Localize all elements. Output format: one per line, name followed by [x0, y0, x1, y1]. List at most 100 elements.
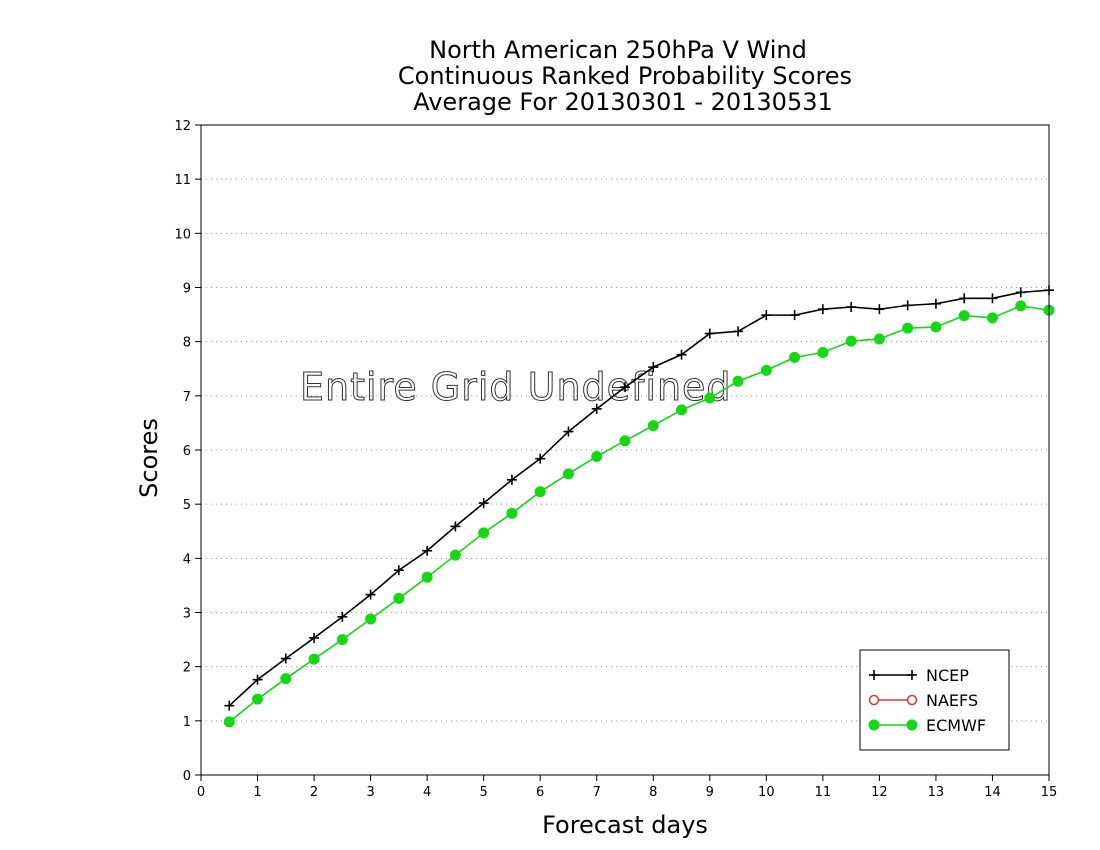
point-ncep-17 — [704, 328, 715, 339]
x-tick-label-0: 0 — [197, 785, 205, 800]
y-tick-label-11: 11 — [174, 173, 191, 188]
x-tick-label-7: 7 — [593, 785, 601, 800]
series-ecmwf — [223, 300, 1055, 728]
point-ecmwf-14 — [619, 435, 631, 447]
legend-marker-right-ecmwf — [906, 719, 918, 731]
legend-marker-right-naefs — [906, 694, 918, 706]
point-ecmwf-28 — [1015, 300, 1027, 312]
point-ncep-16 — [676, 349, 687, 360]
legend-label-naefs: NAEFS — [926, 691, 978, 710]
point-ecmwf-2 — [280, 673, 292, 685]
point-ncep-0 — [224, 700, 235, 711]
legend-box — [859, 649, 1010, 751]
title-line-1: North American 250hPa V Wind — [429, 36, 807, 64]
x-tick-label-13: 13 — [928, 785, 945, 800]
point-ncep-10 — [506, 474, 517, 485]
legend-label-ncep: NCEP — [926, 666, 969, 685]
point-ncep-1 — [252, 674, 263, 685]
point-ecmwf-18 — [732, 375, 744, 387]
y-tick-label-7: 7 — [183, 390, 191, 405]
x-tick-label-10: 10 — [758, 785, 775, 800]
y-tick-label-5: 5 — [183, 498, 191, 513]
x-tick-label-11: 11 — [815, 785, 832, 800]
point-ncep-28 — [1015, 287, 1026, 298]
point-ncep-14 — [620, 382, 630, 393]
point-ecmwf-4 — [336, 634, 348, 646]
point-ncep-3 — [309, 632, 320, 643]
point-ecmwf-25 — [930, 321, 942, 333]
point-ecmwf-3 — [308, 653, 320, 665]
point-ecmwf-19 — [760, 364, 772, 376]
point-ecmwf-12 — [562, 468, 574, 480]
y-axis-title: Scores — [135, 418, 163, 498]
x-tick-label-6: 6 — [536, 785, 544, 800]
point-ecmwf-1 — [252, 693, 264, 705]
x-tick-label-2: 2 — [310, 785, 318, 800]
title-line-2: Continuous Ranked Probability Scores — [398, 62, 852, 90]
point-ncep-13 — [591, 403, 602, 414]
x-tick-label-9: 9 — [706, 785, 714, 800]
x-tick-label-8: 8 — [649, 785, 657, 800]
point-ecmwf-5 — [365, 613, 377, 625]
grid-lines — [201, 178, 1049, 722]
point-ncep-25 — [930, 298, 941, 309]
point-ncep-23 — [874, 304, 885, 315]
undefined-grid-annotation: Entire Grid Undefined — [300, 365, 732, 409]
point-ecmwf-27 — [986, 312, 998, 324]
point-ecmwf-22 — [845, 335, 857, 347]
point-ecmwf-6 — [393, 592, 405, 604]
legend-item-ncep: NCEP — [869, 666, 969, 685]
series-ncep — [224, 285, 1054, 711]
point-ecmwf-23 — [873, 333, 885, 345]
point-ncep-11 — [535, 453, 546, 464]
legend-marker-left-ecmwf — [868, 719, 880, 731]
x-tick-label-5: 5 — [480, 785, 488, 800]
y-tick-label-1: 1 — [183, 715, 191, 730]
point-ecmwf-20 — [789, 351, 801, 363]
point-ncep-21 — [817, 304, 828, 315]
legend-item-naefs: NAEFS — [868, 691, 978, 710]
point-ecmwf-15 — [647, 420, 659, 432]
point-ncep-4 — [337, 611, 348, 622]
x-axis-title: Forecast days — [542, 811, 708, 839]
chart-title: North American 250hPa V Wind Continuous … — [398, 36, 852, 116]
point-ncep-7 — [422, 545, 433, 556]
x-tick-label-14: 14 — [984, 785, 1001, 800]
x-axis: 0 1 2 3 4 5 6 7 8 9 10 11 12 13 14 15 — [197, 775, 1057, 800]
point-ecmwf-8 — [449, 549, 461, 561]
legend-item-ecmwf: ECMWF — [868, 716, 986, 735]
point-ncep-2 — [280, 653, 291, 664]
point-ncep-18 — [733, 326, 744, 337]
point-ncep-20 — [789, 310, 800, 321]
x-tick-label-12: 12 — [871, 785, 888, 800]
legend-label-ecmwf: ECMWF — [926, 716, 986, 735]
x-tick-label-4: 4 — [423, 785, 431, 800]
legend-marker-left-ncep — [869, 670, 879, 680]
y-tick-label-4: 4 — [183, 552, 191, 567]
point-ecmwf-13 — [591, 451, 603, 462]
point-ecmwf-11 — [534, 486, 546, 498]
y-tick-label-6: 6 — [183, 444, 191, 459]
point-ecmwf-16 — [676, 404, 688, 416]
point-ncep-26 — [959, 293, 970, 304]
point-ecmwf-10 — [506, 507, 518, 519]
point-ncep-22 — [846, 302, 857, 312]
series-layer — [223, 285, 1055, 728]
point-ecmwf-7 — [421, 571, 433, 583]
point-ncep-5 — [365, 589, 376, 600]
point-ncep-19 — [761, 310, 772, 321]
y-tick-label-12: 12 — [174, 119, 191, 134]
point-ecmwf-24 — [902, 322, 914, 334]
legend: NCEP NAEFS ECMWF — [859, 649, 1010, 751]
point-ncep-8 — [450, 521, 461, 532]
point-ncep-24 — [902, 300, 913, 311]
y-tick-label-3: 3 — [183, 607, 191, 622]
y-tick-label-2: 2 — [183, 661, 191, 676]
legend-marker-left-naefs — [868, 694, 880, 706]
x-tick-label-1: 1 — [253, 785, 261, 800]
point-ncep-9 — [478, 498, 489, 509]
legend-marker-right-ncep — [907, 670, 917, 680]
title-line-3: Average For 20130301 - 20130531 — [413, 88, 833, 116]
